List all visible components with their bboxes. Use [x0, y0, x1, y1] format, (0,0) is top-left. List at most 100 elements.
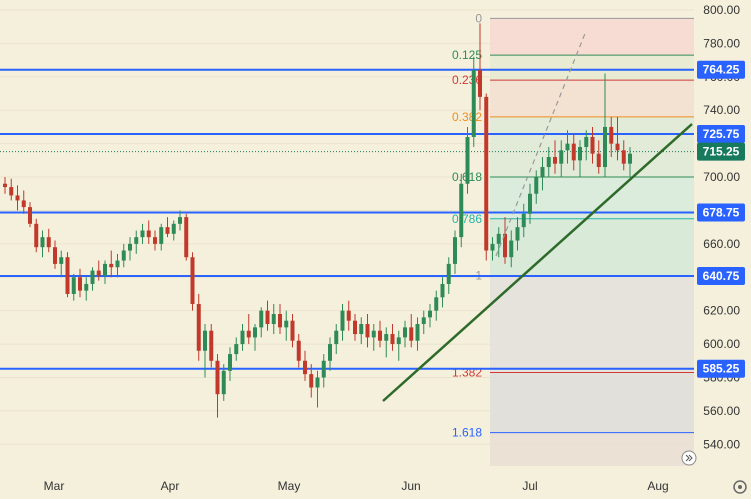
fib-zone-band: [490, 372, 694, 433]
candle-body: [346, 310, 351, 321]
candle-body: [615, 143, 620, 151]
price-tick-label: 800.00: [703, 3, 740, 17]
current-price-tag: [697, 142, 745, 161]
candle-body: [359, 324, 364, 335]
trend-line-support[interactable]: [382, 123, 693, 402]
candle-body: [221, 370, 226, 395]
candle-body: [253, 327, 257, 338]
candle-body: [315, 377, 320, 388]
candle-body: [240, 330, 245, 345]
candle-body: [415, 324, 420, 341]
horizontal-levels[interactable]: [0, 68, 694, 370]
candle-body: [621, 150, 626, 164]
gear-icon-center: [738, 485, 742, 489]
candle-body: [265, 310, 270, 325]
price-tick-label: 740.00: [703, 103, 740, 117]
time-tick-label: Jun: [401, 479, 420, 493]
candle-body: [34, 223, 39, 248]
candle-body: [228, 354, 232, 371]
candle-body: [109, 263, 114, 268]
candle-body: [203, 330, 207, 351]
candle-body: [603, 126, 607, 168]
level-price-tag-text: 678.75: [703, 206, 740, 220]
trend-line-projection[interactable]: [495, 30, 587, 257]
price-tick-label: 780.00: [703, 36, 740, 50]
candle-body: [78, 277, 82, 291]
level-price-tag: [697, 359, 745, 378]
candle-body: [71, 277, 76, 294]
candle-body: [65, 257, 70, 294]
candle-body: [128, 243, 132, 251]
fib-level-label: 0.125: [452, 48, 482, 62]
fib-zone-band: [490, 80, 694, 117]
candle-body: [246, 330, 251, 338]
candle-body: [628, 153, 632, 164]
gear-icon[interactable]: [733, 480, 747, 494]
candle-body: [353, 320, 357, 335]
candle-body: [134, 237, 139, 244]
candle-body: [21, 200, 26, 208]
candle-body: [165, 227, 170, 234]
candle-body: [215, 360, 220, 395]
candle-body: [328, 344, 332, 361]
candle-body: [15, 195, 20, 201]
price-tick-label: 540.00: [703, 437, 740, 451]
candle-body: [396, 337, 401, 345]
fib-zone-band: [490, 218, 694, 276]
candle-body: [196, 303, 201, 351]
fib-zone-band: [490, 432, 694, 466]
time-axis: Mar Apr May Jun Jul Aug: [0, 466, 751, 499]
candle-body: [471, 70, 476, 137]
candle-body: [146, 230, 151, 238]
trend-lines[interactable]: [382, 30, 693, 402]
level-price-tag: [697, 60, 745, 79]
level-price-tag-text: 585.25: [703, 362, 740, 376]
candle-body: [309, 374, 314, 388]
fib-zone: [490, 18, 694, 466]
candle-body: [584, 136, 589, 147]
price-tags: 764.25 725.75 678.75 640.75 585.25 715.25: [697, 60, 745, 378]
time-tick-label: May: [278, 479, 301, 493]
candle-body: [521, 213, 526, 228]
candle-body: [115, 260, 120, 268]
fib-level-label: 0.786: [452, 212, 482, 226]
candle-body: [528, 193, 532, 214]
candle-body: [140, 230, 145, 238]
candle-body: [378, 330, 382, 341]
candle-body: [290, 320, 295, 341]
candle-body: [434, 297, 439, 311]
candle-body: [578, 146, 582, 161]
candle-body: [103, 263, 107, 276]
candle-body: [534, 177, 539, 194]
fib-zone-band: [490, 55, 694, 81]
candle-body: [403, 327, 407, 338]
level-price-tag-text: 764.25: [703, 63, 740, 77]
candle-body: [421, 317, 426, 325]
price-tick-label: 660.00: [703, 237, 740, 251]
candle-body: [540, 167, 545, 178]
candle-body: [609, 126, 614, 144]
candle-body: [190, 257, 195, 304]
time-axis-background: [0, 466, 751, 499]
fib-level-label: 1.382: [452, 365, 482, 379]
time-tick-label: Apr: [161, 479, 180, 493]
chart-controls[interactable]: [681, 450, 747, 494]
candle-body: [96, 270, 101, 276]
candle-body: [571, 143, 576, 161]
candle-body: [278, 314, 282, 328]
price-axis-background: [694, 0, 751, 499]
candle-body: [478, 70, 482, 97]
candle-body: [490, 243, 495, 251]
candle-body: [596, 153, 601, 168]
level-price-tag: [697, 203, 745, 222]
candle-body: [90, 270, 95, 284]
chevron-right-icon: [685, 454, 693, 462]
level-price-tag-text: 725.75: [703, 127, 740, 141]
candle-body: [28, 207, 32, 224]
candle-body: [59, 257, 64, 264]
fib-level-label: 1.618: [452, 426, 482, 440]
candle-body: [46, 237, 51, 248]
candle-body: [259, 310, 264, 328]
candle-body: [284, 320, 289, 328]
